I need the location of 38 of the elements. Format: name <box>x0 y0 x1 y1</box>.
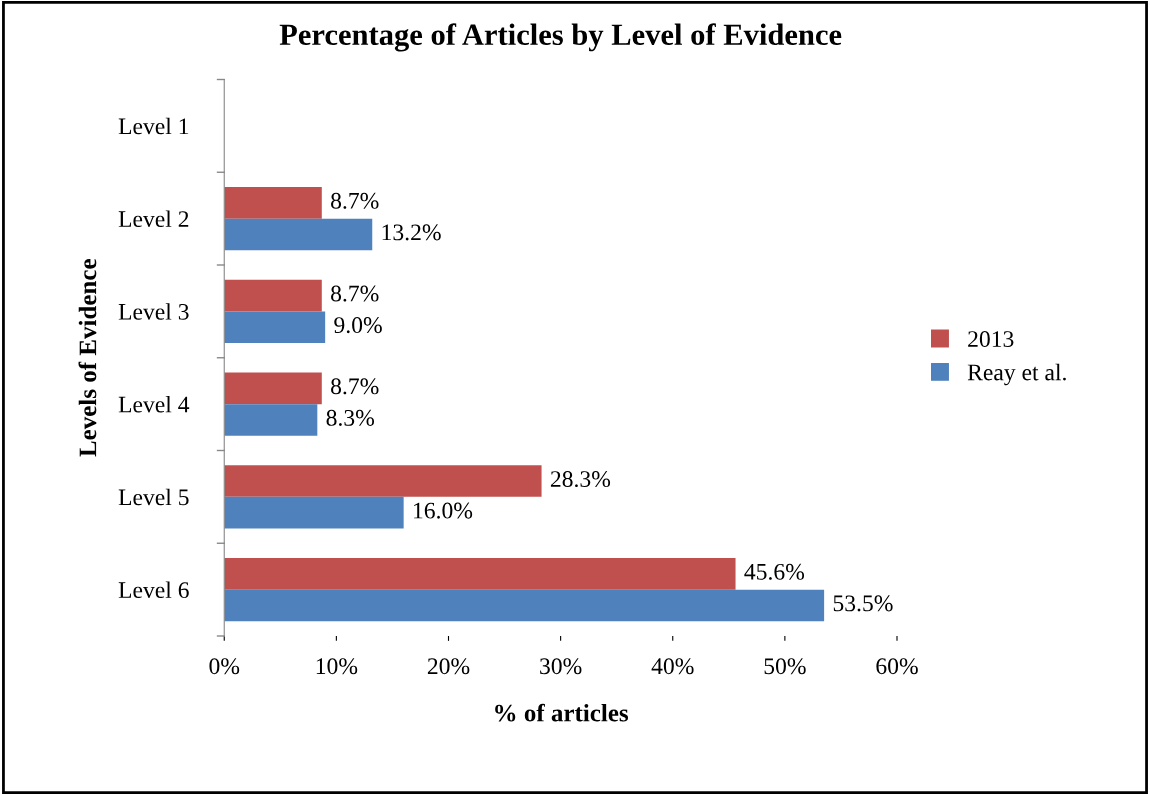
bar <box>224 187 322 219</box>
bar <box>224 496 404 529</box>
x-tick-label: 30% <box>540 658 582 675</box>
data-label: 13.2% <box>382 224 441 241</box>
y-tick-label: Level 4 <box>118 395 190 413</box>
x-tick-label: 0% <box>209 658 240 675</box>
data-label: 53.5% <box>833 595 893 612</box>
x-tick-label: 50% <box>764 658 806 675</box>
x-tick-label: 10% <box>316 658 358 675</box>
bar <box>224 465 542 497</box>
y-tick-label: Level 2 <box>118 210 189 228</box>
bar <box>224 279 322 312</box>
bar <box>224 311 326 343</box>
data-label: 8.7% <box>331 378 379 395</box>
bar <box>224 218 373 251</box>
x-tick-label: 20% <box>427 658 470 675</box>
x-tick-label: 40% <box>651 658 694 675</box>
x-tick-label: 60% <box>876 658 918 675</box>
y-tick-label: Level 3 <box>118 303 189 320</box>
x-axis-title: % of articles <box>495 703 629 722</box>
data-label: 8.3% <box>326 409 375 426</box>
bar <box>224 372 322 405</box>
bar <box>224 558 736 590</box>
chart-title: Percentage of Articles by Level of Evidence <box>279 23 842 52</box>
data-label: 8.7% <box>331 285 379 302</box>
bar <box>224 589 825 622</box>
y-axis-title: Levels of Evidence <box>78 259 97 457</box>
data-label: 9.0% <box>334 317 382 334</box>
data-label: 16.0% <box>414 502 473 519</box>
y-tick-label: Level 5 <box>118 488 189 506</box>
data-label: 28.3% <box>550 471 611 488</box>
data-label: 45.6% <box>744 563 805 580</box>
data-label: 8.7% <box>331 192 379 209</box>
y-tick-label: Level 6 <box>118 581 189 599</box>
legend-label: Reay et al. <box>967 363 1066 386</box>
bar <box>224 404 318 436</box>
y-tick-label: Level 1 <box>118 117 189 135</box>
legend-label: 2013 <box>968 331 1014 348</box>
